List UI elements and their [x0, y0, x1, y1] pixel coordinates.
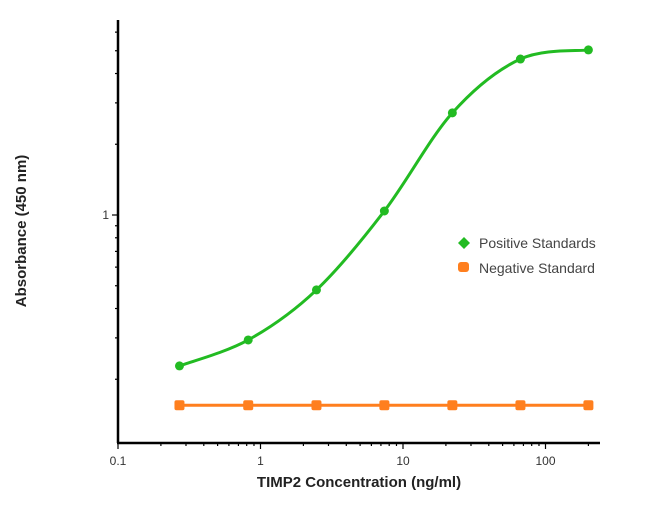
- data-point-negative: [447, 400, 458, 411]
- x-tick-label: 10: [396, 454, 410, 468]
- x-tick-label: 0.1: [110, 454, 127, 468]
- data-point-positive: [515, 54, 525, 64]
- y-axis-label: Absorbance (450 nm): [13, 155, 30, 308]
- legend-marker-positive: [458, 237, 470, 249]
- data-point-negative: [515, 400, 526, 411]
- legend-item-negative: Negative Standard: [458, 260, 595, 276]
- legend-label-negative: Negative Standard: [479, 260, 595, 276]
- legend-label-positive: Positive Standards: [479, 235, 596, 251]
- data-point-positive: [583, 45, 593, 55]
- data-point-positive: [174, 361, 184, 371]
- legend-item-positive: Positive Standards: [458, 235, 596, 251]
- legend: Positive Standards Negative Standard: [458, 235, 596, 276]
- data-point-negative: [311, 400, 322, 411]
- legend-marker-negative: [458, 262, 469, 272]
- y-tick-label: 1: [102, 208, 109, 222]
- data-point-negative: [583, 400, 594, 411]
- x-tick-label: 1: [257, 454, 264, 468]
- plot-marks: [174, 45, 594, 411]
- x-axis-label: TIMP2 Concentration (ng/ml): [257, 474, 461, 491]
- data-point-positive: [379, 206, 389, 216]
- data-point-positive: [243, 335, 253, 345]
- data-point-positive: [447, 108, 457, 118]
- x-tick-label: 100: [535, 454, 555, 468]
- data-point-positive: [311, 285, 321, 295]
- data-point-negative: [379, 400, 390, 411]
- data-point-negative: [174, 400, 185, 411]
- data-point-negative: [243, 400, 254, 411]
